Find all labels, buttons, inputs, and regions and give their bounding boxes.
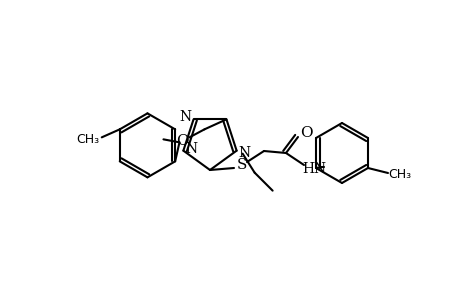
- Text: N: N: [185, 142, 197, 156]
- Text: O: O: [176, 134, 188, 148]
- Text: CH₃: CH₃: [387, 169, 411, 182]
- Text: O: O: [299, 126, 312, 140]
- Text: N: N: [238, 146, 250, 160]
- Text: N: N: [179, 110, 191, 124]
- Text: S: S: [236, 158, 246, 172]
- Text: CH₃: CH₃: [76, 133, 99, 146]
- Text: HN: HN: [301, 162, 325, 176]
